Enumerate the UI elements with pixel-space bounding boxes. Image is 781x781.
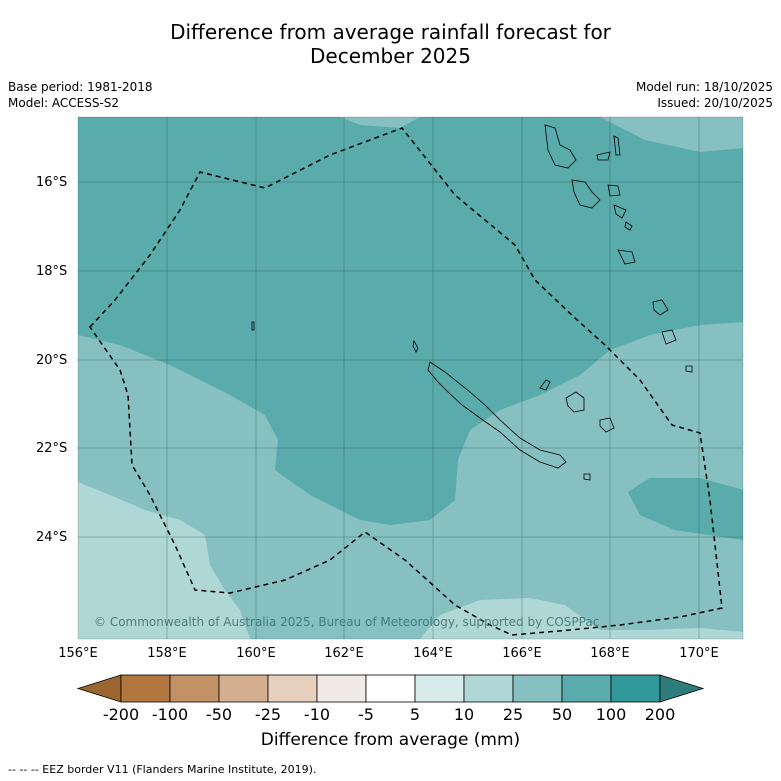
model-run: Model run: 18/10/2025 — [635, 80, 773, 94]
coast-lifou — [565, 391, 585, 413]
colorbar-label-6: 5 — [409, 705, 421, 724]
coast-epi — [613, 204, 627, 219]
colorbar-swatch-6 — [414, 674, 465, 703]
coast-erromango — [652, 299, 669, 316]
issued-date: Issued: 20/10/2025 — [657, 96, 773, 110]
lon-label-166e: 166°E — [502, 646, 542, 661]
coast-shepherds — [624, 221, 633, 231]
colorbar-swatch-8 — [512, 674, 563, 703]
lat-label-24s: 24°S — [36, 530, 68, 545]
lat-label-16s: 16°S — [36, 175, 68, 190]
colorbar-label-2: -50 — [205, 705, 233, 724]
copyright-text: © Commonwealth of Australia 2025, Bureau… — [94, 615, 599, 629]
colorbar — [76, 674, 705, 703]
lat-label-18s: 18°S — [36, 264, 68, 279]
lon-label-164e: 164°E — [413, 646, 453, 661]
colorbar-swatch-9 — [561, 674, 612, 703]
lon-label-162e: 162°E — [324, 646, 364, 661]
meta-left: Base period: 1981-2018 Model: ACCESS-S2 — [8, 79, 153, 111]
lat-label-22s: 22°S — [36, 441, 68, 456]
colorbar-label-4: -10 — [303, 705, 331, 724]
map-area — [78, 117, 743, 639]
colorbar-over-arrow — [659, 674, 705, 703]
colorbar-label-1: -100 — [151, 705, 189, 724]
region-right-dark — [628, 478, 743, 540]
colorbar-label-3: -25 — [254, 705, 282, 724]
region-10-25-bottom — [420, 598, 743, 639]
lon-label-168e: 168°E — [590, 646, 630, 661]
coast-ambrym — [607, 184, 621, 197]
region-10-25-left — [78, 482, 250, 639]
eez-legend-footer: -- -- -- EEZ border V11 (Flanders Marine… — [8, 763, 317, 776]
base-period: Base period: 1981-2018 — [8, 80, 153, 94]
colorbar-label-0: -200 — [102, 705, 140, 724]
colorbar-label-5: -5 — [358, 705, 374, 724]
gridlines — [78, 117, 743, 639]
title-line-1: Difference from average rainfall forecas… — [170, 20, 611, 44]
coast-isle-of-pines — [583, 473, 591, 481]
colorbar-swatch-3 — [267, 674, 318, 703]
coast-ouvea — [539, 379, 551, 391]
region-25-50 — [78, 322, 743, 639]
colorbar-swatch-2 — [218, 674, 269, 703]
colorbar-title: Difference from average (mm) — [260, 730, 521, 750]
coast-mare — [599, 417, 615, 433]
colorbar-swatch-4 — [316, 674, 367, 703]
colorbar-label-9: 50 — [551, 705, 573, 724]
region-top-right-light — [600, 117, 743, 152]
colorbar-label-7: 10 — [453, 705, 475, 724]
coast-belep — [412, 339, 419, 353]
coast-efate — [617, 249, 636, 265]
lon-label-156e: 156°E — [58, 646, 98, 661]
coast-vanuatu-north — [596, 151, 611, 161]
map-frame — [77, 116, 744, 640]
coast-aneityum — [685, 365, 693, 373]
lon-label-158e: 158°E — [147, 646, 187, 661]
coast-chesterfield — [251, 321, 255, 331]
coastlines — [251, 124, 693, 481]
region-top-left-light — [340, 117, 420, 128]
coast-new-caledonia — [427, 361, 567, 469]
model-name: Model: ACCESS-S2 — [8, 96, 120, 110]
eez-border — [89, 127, 723, 636]
colorbar-label-11: 200 — [644, 705, 676, 724]
colorbar-label-10: 100 — [595, 705, 627, 724]
colorbar-label-8: 25 — [502, 705, 524, 724]
coast-tanna — [661, 329, 677, 345]
coast-espiritu-santo — [544, 124, 577, 169]
colorbar-swatch-0 — [120, 674, 171, 703]
colorbar-swatch-5 — [365, 674, 416, 703]
colorbar-swatch-10 — [610, 674, 661, 703]
colorbar-swatch-1 — [169, 674, 220, 703]
lon-label-170e: 170°E — [679, 646, 719, 661]
lat-label-20s: 20°S — [36, 353, 68, 368]
colorbar-under-arrow — [76, 674, 122, 703]
colorbar-swatch-7 — [463, 674, 514, 703]
map-title: Difference from average rainfall forecas… — [0, 20, 781, 68]
title-line-2: December 2025 — [310, 44, 471, 68]
lon-label-160e: 160°E — [236, 646, 276, 661]
coast-malakula — [571, 179, 601, 209]
meta-right: Model run: 18/10/2025 Issued: 20/10/2025 — [636, 79, 773, 111]
coast-maewo — [613, 135, 621, 156]
